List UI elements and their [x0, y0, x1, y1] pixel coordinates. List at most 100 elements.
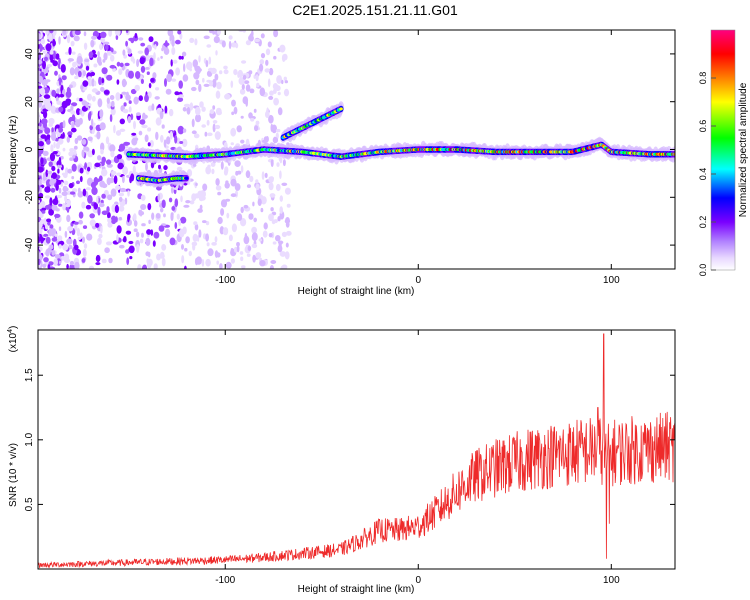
- noise-speckle: [76, 97, 80, 102]
- noise-speckle: [123, 236, 127, 243]
- noise-speckle: [186, 61, 193, 70]
- noise-speckle: [61, 100, 68, 109]
- noise-speckle: [207, 164, 211, 169]
- noise-speckle: [136, 58, 140, 68]
- noise-speckle: [140, 65, 146, 73]
- noise-speckle: [38, 41, 41, 45]
- noise-speckle: [125, 249, 130, 254]
- noise-speckle: [38, 223, 42, 232]
- noise-speckle: [78, 97, 83, 102]
- noise-speckle: [202, 183, 208, 191]
- noise-speckle: [189, 37, 195, 44]
- noise-speckle: [246, 184, 252, 189]
- noise-speckle: [78, 117, 83, 125]
- noise-speckle: [105, 136, 110, 145]
- colorbar-tick-label: 0.0: [698, 264, 708, 277]
- noise-speckle: [270, 207, 274, 212]
- noise-speckle: [268, 176, 274, 183]
- noise-speckle: [42, 150, 49, 156]
- x-tick-label: -100: [215, 275, 235, 286]
- noise-speckle: [273, 136, 277, 144]
- noise-speckle: [207, 132, 213, 137]
- noise-speckle: [191, 241, 198, 247]
- noise-speckle: [211, 242, 217, 246]
- noise-speckle: [156, 253, 161, 261]
- noise-speckle: [164, 78, 167, 87]
- noise-speckle: [38, 216, 41, 222]
- noise-speckle: [263, 222, 268, 230]
- noise-speckle: [214, 124, 221, 130]
- noise-speckle: [212, 78, 217, 88]
- noise-speckle: [195, 114, 201, 123]
- noise-speckle: [67, 58, 75, 62]
- noise-speckle: [284, 80, 288, 84]
- noise-speckle: [49, 179, 55, 186]
- noise-speckle: [66, 263, 69, 269]
- noise-speckle: [212, 123, 216, 133]
- noise-speckle: [237, 170, 242, 175]
- noise-speckle: [140, 42, 146, 47]
- noise-speckle: [243, 80, 250, 84]
- noise-speckle: [192, 59, 198, 68]
- noise-speckle: [71, 51, 76, 55]
- noise-speckle: [205, 258, 211, 267]
- noise-speckle: [79, 175, 83, 183]
- spectral-core: [184, 176, 189, 180]
- noise-speckle: [174, 91, 180, 96]
- noise-speckle: [127, 116, 132, 124]
- noise-speckle: [43, 233, 49, 237]
- noise-speckle: [164, 105, 168, 114]
- noise-speckle: [118, 192, 125, 197]
- noise-speckle: [223, 227, 229, 233]
- noise-speckle: [185, 236, 190, 244]
- noise-speckle: [236, 244, 240, 253]
- noise-speckle: [195, 106, 201, 116]
- noise-speckle: [58, 77, 62, 86]
- noise-speckle: [204, 131, 208, 137]
- noise-speckle: [160, 55, 163, 59]
- noise-speckle: [147, 105, 153, 112]
- noise-speckle: [103, 90, 110, 95]
- noise-speckle: [192, 233, 198, 242]
- noise-speckle: [99, 202, 105, 208]
- noise-speckle: [268, 95, 274, 100]
- noise-speckle: [82, 70, 87, 77]
- noise-speckle: [230, 142, 234, 146]
- noise-speckle: [245, 84, 251, 92]
- noise-speckle: [282, 159, 286, 167]
- noise-speckle: [171, 206, 176, 211]
- noise-speckle: [38, 166, 44, 173]
- noise-speckle: [140, 194, 146, 201]
- noise-speckle: [67, 168, 73, 174]
- noise-speckle: [148, 36, 154, 43]
- noise-speckle: [87, 103, 92, 107]
- noise-speckle: [197, 208, 203, 213]
- noise-speckle: [194, 223, 199, 231]
- noise-speckle: [91, 88, 98, 93]
- noise-speckle: [38, 192, 44, 198]
- noise-speckle: [115, 92, 121, 101]
- noise-speckle: [255, 183, 260, 191]
- noise-speckle: [171, 78, 177, 82]
- noise-speckle: [100, 37, 106, 43]
- noise-speckle: [230, 193, 237, 198]
- noise-speckle: [129, 176, 133, 184]
- noise-speckle: [183, 103, 191, 108]
- noise-speckle: [194, 257, 199, 266]
- noise-speckle: [100, 225, 103, 234]
- noise-speckle: [69, 260, 74, 266]
- noise-speckle: [169, 108, 174, 117]
- noise-speckle: [238, 30, 244, 33]
- y-tick-label: 1.5: [24, 368, 35, 382]
- noise-speckle: [176, 213, 180, 220]
- noise-speckle: [89, 213, 95, 219]
- noise-speckle: [79, 109, 82, 115]
- noise-speckle: [163, 165, 168, 171]
- noise-speckle: [56, 100, 62, 105]
- noise-speckle: [55, 128, 59, 136]
- noise-speckle: [211, 168, 215, 175]
- noise-speckle: [57, 235, 63, 242]
- noise-speckle: [48, 117, 55, 125]
- noise-speckle: [184, 247, 188, 252]
- snr-content: [38, 333, 675, 569]
